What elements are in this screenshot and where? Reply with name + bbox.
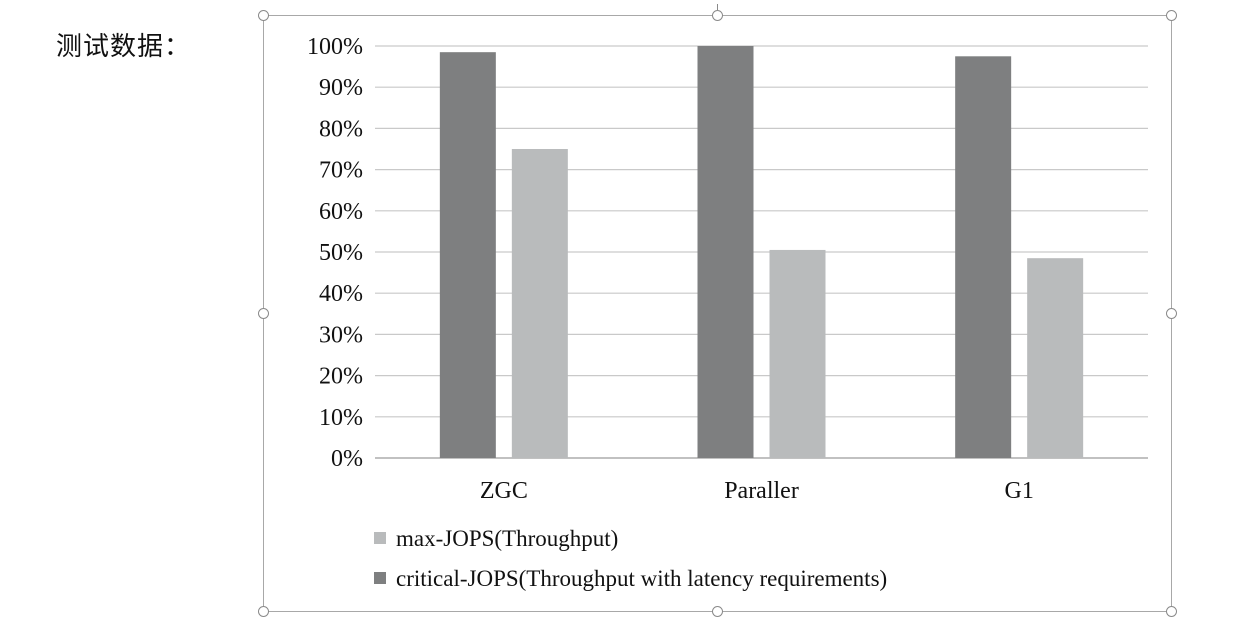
bar-zgc-series-1 [511, 149, 568, 458]
y-tick-label: 70% [319, 158, 363, 184]
resize-handle-top-left[interactable] [258, 10, 269, 21]
bar-g1-series-0 [955, 56, 1012, 459]
y-tick-label: 20% [319, 364, 363, 390]
bar-g1-series-1 [1027, 258, 1084, 458]
chart-frame[interactable] [258, 4, 1177, 617]
y-tick-label: 100% [307, 34, 363, 60]
y-axis-ticks: 0% 10% 20% 30% 40% 50% 60% 70% 80% 90% 100% [307, 34, 363, 472]
y-tick-label: 10% [319, 405, 363, 431]
x-tick-label: Paraller [724, 478, 799, 504]
y-tick-label: 80% [319, 116, 363, 142]
gridlines [375, 45, 1148, 459]
x-tick-label: G1 [1004, 478, 1033, 504]
bar-zgc-series-0 [439, 52, 496, 459]
resize-handle-top-right[interactable] [1166, 10, 1177, 21]
x-axis-ticks: ZGC Paraller G1 [480, 478, 1034, 504]
y-tick-label: 0% [331, 446, 363, 472]
bars [439, 46, 1084, 459]
resize-handle-bottom-left[interactable] [258, 606, 269, 617]
y-tick-label: 60% [319, 199, 363, 225]
legend: max-JOPS(Throughput) critical-JOPS(Throug… [374, 526, 887, 591]
legend-swatch [374, 532, 386, 544]
legend-entry: critical-JOPS(Throughput with latency re… [396, 566, 887, 591]
resize-handle-top-center[interactable] [712, 10, 723, 21]
resize-handle-middle-left[interactable] [258, 308, 269, 319]
bar-paraller-series-1 [769, 249, 826, 458]
bar-paraller-series-0 [697, 46, 754, 458]
resize-handle-middle-right[interactable] [1166, 308, 1177, 319]
resize-handle-bottom-center[interactable] [712, 606, 723, 617]
resize-handle-bottom-right[interactable] [1166, 606, 1177, 617]
y-tick-label: 50% [319, 240, 363, 266]
x-tick-label: ZGC [480, 478, 528, 504]
y-tick-label: 30% [319, 322, 363, 348]
rotate-handle-stem [717, 4, 718, 10]
y-tick-label: 90% [319, 75, 363, 101]
legend-swatch [374, 572, 386, 584]
y-tick-label: 40% [319, 281, 363, 307]
legend-entry: max-JOPS(Throughput) [396, 526, 618, 551]
page-label: 测试数据： [56, 32, 192, 62]
